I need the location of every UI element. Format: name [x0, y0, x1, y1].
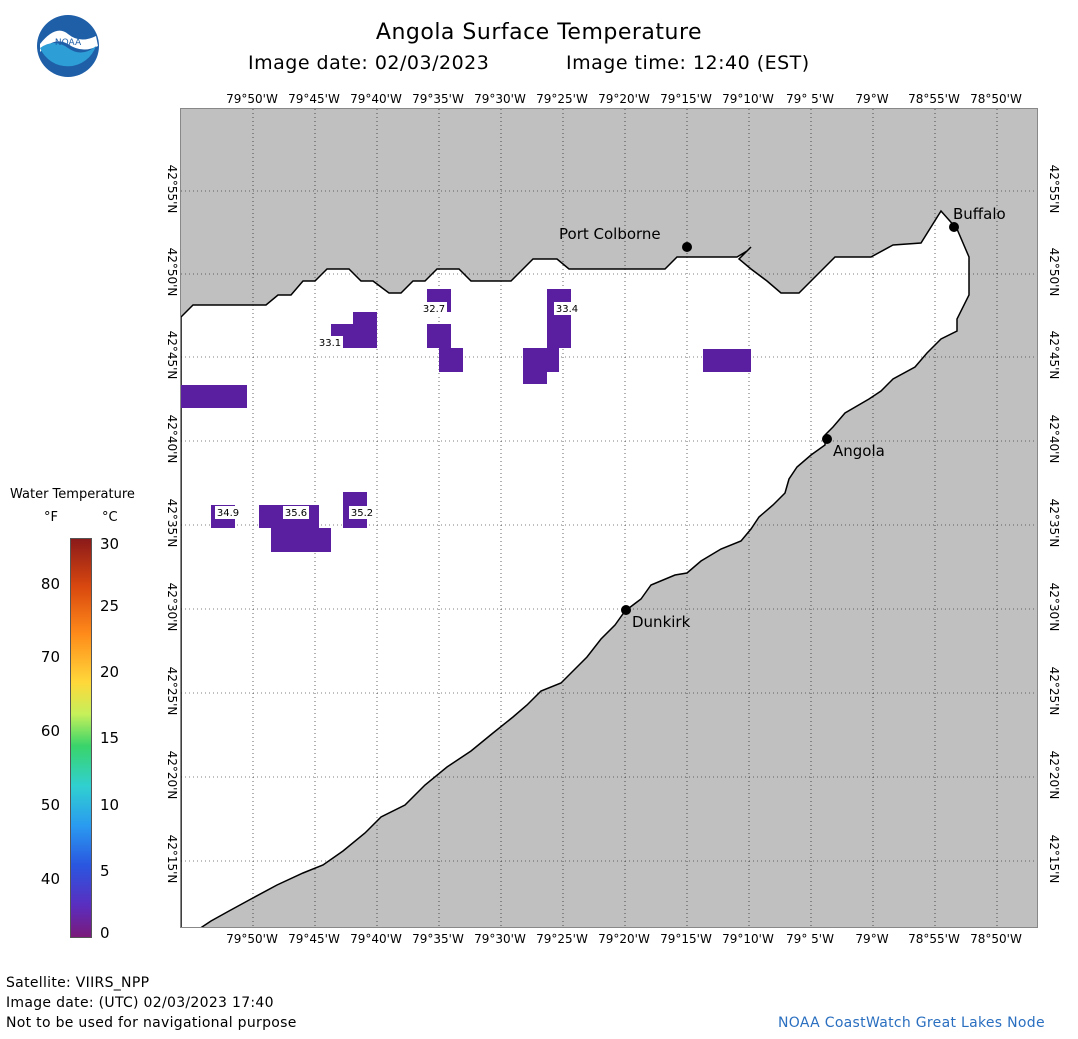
- lat-label: 42°35'N: [165, 498, 179, 548]
- lon-label: 79°15'W: [660, 92, 712, 106]
- image-date: Image date: 02/03/2023: [248, 52, 490, 74]
- svg-text:33.1: 33.1: [319, 338, 341, 349]
- lat-label: 42°20'N: [165, 750, 179, 800]
- temp-label-34-9: 34.9: [215, 506, 241, 519]
- lon-label: 79° 5'W: [786, 932, 834, 946]
- lon-label: 79°25'W: [536, 932, 588, 946]
- legend-tick-c: 0: [100, 924, 110, 942]
- svg-text:Dunkirk: Dunkirk: [632, 613, 691, 631]
- lat-label: 42°30'N: [165, 582, 179, 632]
- svg-text:Angola: Angola: [833, 442, 885, 460]
- legend-tick-c: 5: [100, 862, 110, 880]
- legend-unit-f: °F: [44, 510, 58, 525]
- svg-text:35.2: 35.2: [351, 508, 373, 519]
- temp-label-32-7: 32.7: [421, 302, 447, 315]
- city-dunkirk: Dunkirk: [621, 605, 691, 631]
- lat-label: 42°40'N: [165, 414, 179, 464]
- lon-label: 79°40'W: [350, 92, 402, 106]
- lat-label: 42°25'N: [165, 666, 179, 716]
- page-title: Angola Surface Temperature: [375, 20, 703, 45]
- lat-label: 42°50'N: [165, 247, 179, 297]
- legend-tick-f: 60: [40, 722, 60, 740]
- city-buffalo: Buffalo: [949, 205, 1006, 232]
- legend-unit-c: °C: [102, 510, 118, 525]
- lat-label: 42°15'N: [165, 834, 179, 884]
- lon-label: 79°W: [855, 92, 889, 106]
- lon-label: 79°W: [855, 932, 889, 946]
- temp-label-35-6: 35.6: [283, 506, 309, 519]
- svg-text:32.7: 32.7: [423, 304, 445, 315]
- svg-text:Port Colborne: Port Colborne: [559, 225, 661, 243]
- legend-tick-c: 30: [100, 535, 120, 553]
- lat-label: 42°50'N: [1047, 247, 1061, 297]
- temperature-label-group: 32.7 33.4 33.1 34.9 35.6 35.2: [215, 302, 580, 519]
- temp-label-33-4: 33.4: [554, 302, 580, 315]
- lon-label: 78°55'W: [908, 92, 960, 106]
- legend-title: Water Temperature: [10, 487, 135, 502]
- legend-tick-c: 10: [100, 796, 120, 814]
- legend-tick-f: 70: [40, 648, 60, 666]
- lat-label: 42°55'N: [1047, 164, 1061, 214]
- legend-tick-c: 25: [100, 597, 120, 615]
- lon-label: 79°35'W: [412, 92, 464, 106]
- lon-label: 79°10'W: [722, 92, 774, 106]
- lake-water: [181, 209, 970, 927]
- lat-label: 42°35'N: [1047, 498, 1061, 548]
- satellite-label: Satellite: VIIRS_NPP: [6, 975, 150, 991]
- svg-text:Buffalo: Buffalo: [953, 205, 1006, 223]
- svg-text:33.4: 33.4: [556, 304, 578, 315]
- temp-label-35-2: 35.2: [349, 506, 375, 519]
- city-markers: Buffalo Port Colborne Angola Dunkirk: [559, 205, 1006, 631]
- lat-label: 42°55'N: [165, 164, 179, 214]
- lon-label: 79°25'W: [536, 92, 588, 106]
- city-angola: Angola: [822, 434, 885, 460]
- utc-date-label: Image date: (UTC) 02/03/2023 17:40: [6, 995, 274, 1011]
- map-panel: 32.7 33.4 33.1 34.9 35.6 35.2 Buffalo Po…: [180, 108, 1038, 928]
- lon-label: 79°35'W: [412, 932, 464, 946]
- lon-label: 79°40'W: [350, 932, 402, 946]
- lon-label: 78°55'W: [908, 932, 960, 946]
- noaa-logo: NOAA: [36, 14, 100, 78]
- lat-label: 42°25'N: [1047, 666, 1061, 716]
- lon-label: 79°20'W: [598, 932, 650, 946]
- lon-label: 79°20'W: [598, 92, 650, 106]
- lon-label: 79°50'W: [226, 932, 278, 946]
- lon-label: 78°50'W: [970, 92, 1022, 106]
- lat-label: 42°45'N: [1047, 330, 1061, 380]
- map-canvas: 32.7 33.4 33.1 34.9 35.6 35.2 Buffalo Po…: [181, 109, 1037, 927]
- legend-tick-f: 40: [40, 870, 60, 888]
- svg-text:34.9: 34.9: [217, 508, 239, 519]
- lat-label: 42°20'N: [1047, 750, 1061, 800]
- disclaimer-label: Not to be used for navigational purpose: [6, 1015, 297, 1031]
- legend-colorbar: [70, 538, 92, 938]
- legend-tick-f: 50: [40, 796, 60, 814]
- svg-text:35.6: 35.6: [285, 508, 307, 519]
- credit-label: NOAA CoastWatch Great Lakes Node: [778, 1015, 1045, 1031]
- legend-tick-f: 80: [40, 575, 60, 593]
- legend-tick-c: 15: [100, 729, 120, 747]
- city-port-colborne: Port Colborne: [559, 225, 692, 252]
- lon-label: 79°30'W: [474, 932, 526, 946]
- lon-label: 79°45'W: [288, 932, 340, 946]
- legend-tick-c: 20: [100, 663, 120, 681]
- lon-label: 79° 5'W: [786, 92, 834, 106]
- lat-label: 42°15'N: [1047, 834, 1061, 884]
- lon-label: 78°50'W: [970, 932, 1022, 946]
- lon-label: 79°15'W: [660, 932, 712, 946]
- temp-label-33-1: 33.1: [317, 336, 343, 349]
- lon-label: 79°50'W: [226, 92, 278, 106]
- lat-label: 42°40'N: [1047, 414, 1061, 464]
- image-time: Image time: 12:40 (EST): [566, 52, 810, 74]
- lat-label: 42°45'N: [165, 330, 179, 380]
- lon-label: 79°45'W: [288, 92, 340, 106]
- lat-label: 42°30'N: [1047, 582, 1061, 632]
- lon-label: 79°30'W: [474, 92, 526, 106]
- svg-text:NOAA: NOAA: [55, 38, 82, 48]
- lon-label: 79°10'W: [722, 932, 774, 946]
